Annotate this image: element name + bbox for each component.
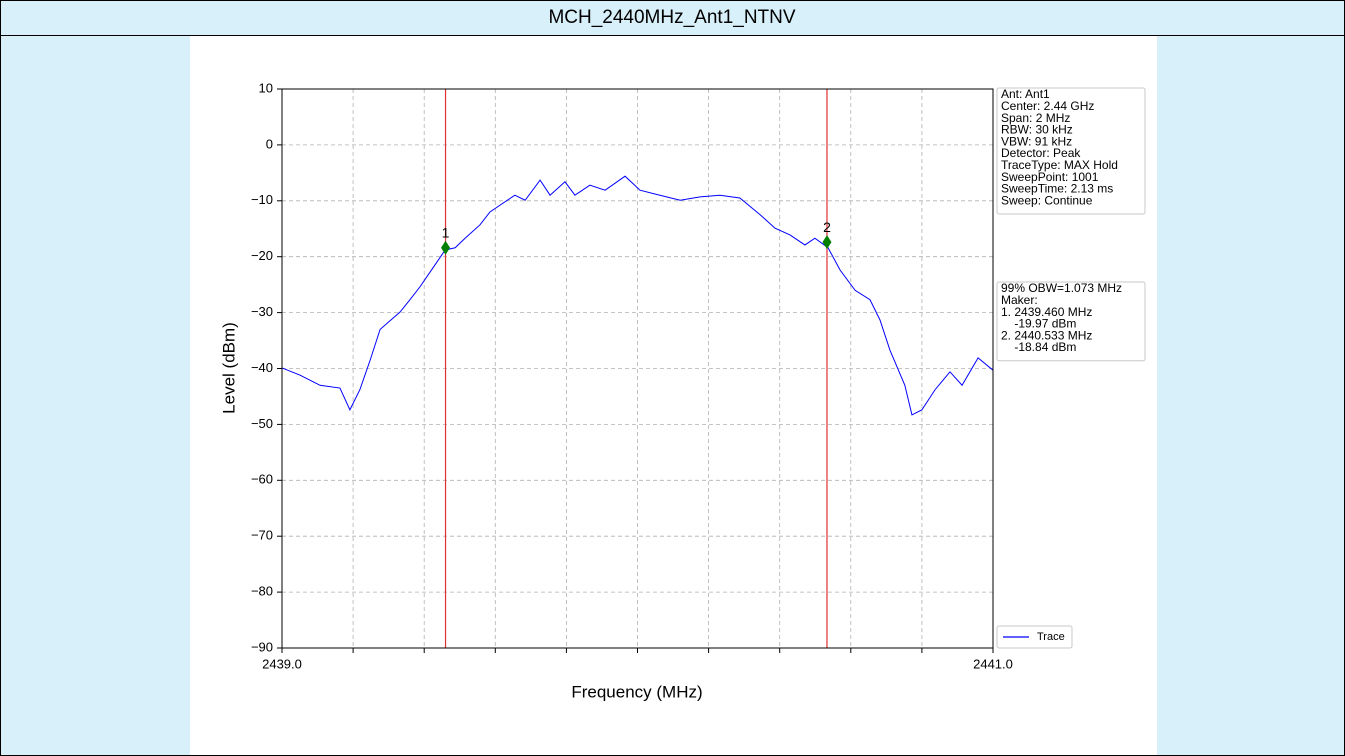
info-box-line: Center: 2.44 GHz: [1001, 99, 1094, 113]
info-box-line: Sweep: Continue: [1001, 193, 1093, 207]
obw-box-line: -19.97 dBm: [1001, 317, 1076, 331]
obw-box-line: Maker:: [1001, 293, 1038, 307]
obw-box-line: 99% OBW=1.073 MHz: [1001, 281, 1122, 295]
trace-line: [281, 175, 994, 416]
y-tick-label: −20: [251, 248, 273, 263]
info-box: [996, 87, 1146, 215]
marker-diamond: [822, 235, 832, 250]
x-tick-label: 2441.0: [973, 656, 1013, 671]
legend-box: [996, 625, 1073, 649]
y-tick-label: −90: [251, 639, 273, 654]
y-tick-label: 0: [266, 136, 273, 151]
plot-frame: [281, 88, 994, 649]
y-tick-label: −80: [251, 584, 273, 599]
y-tick-label: 10: [259, 80, 273, 95]
obw-box-line: -18.84 dBm: [1001, 340, 1076, 354]
info-box-line: SweepPoint: 1001: [1001, 170, 1099, 184]
y-tick-label: −40: [251, 360, 273, 375]
info-box-line: VBW: 91 kHz: [1001, 134, 1072, 148]
y-tick-label: −50: [251, 416, 273, 431]
y-axis-label: Level (dBm): [219, 322, 238, 414]
obw-box-line: 2. 2440.533 MHz: [1001, 328, 1092, 342]
obw-box: [996, 281, 1146, 362]
plot-image: [190, 36, 1157, 756]
info-box-line: SweepTime: 2.13 ms: [1001, 182, 1113, 196]
info-box-line: TraceType: MAX Hold: [1001, 158, 1118, 172]
x-tick-label: 2439.0: [262, 656, 302, 671]
marker-label: 1: [442, 224, 450, 240]
info-box-line: RBW: 30 kHz: [1001, 123, 1073, 137]
y-tick-label: −10: [251, 192, 273, 207]
info-box-line: Span: 2 MHz: [1001, 111, 1070, 125]
marker-label: 2: [823, 219, 831, 235]
chart-title: MCH_2440MHz_Ant1_NTNV: [548, 7, 795, 28]
obw-box-line: 1. 2439.460 MHz: [1001, 305, 1092, 319]
info-box-line: Ant: Ant1: [1001, 87, 1050, 101]
x-axis-label: Frequency (MHz): [571, 682, 702, 701]
y-tick-label: −70: [251, 528, 273, 543]
y-tick-label: −60: [251, 472, 273, 487]
marker-diamond: [441, 240, 451, 255]
y-tick-label: −30: [251, 304, 273, 319]
legend-label: Trace: [1037, 631, 1065, 643]
info-box-line: Detector: Peak: [1001, 146, 1081, 160]
